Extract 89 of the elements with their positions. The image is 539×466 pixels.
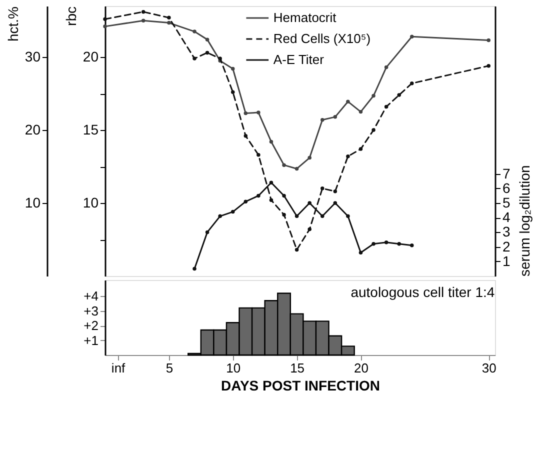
point — [333, 189, 338, 194]
point — [167, 20, 171, 25]
point — [308, 227, 312, 232]
point — [244, 200, 248, 204]
point — [358, 250, 363, 255]
point — [256, 194, 260, 198]
y-tick-label: +3 — [84, 303, 98, 318]
y-tick-label: 20 — [24, 122, 41, 138]
y3-tick-label: 2 — [502, 238, 510, 254]
point — [269, 198, 274, 202]
point — [269, 140, 274, 144]
y3-tick-label: 7 — [502, 165, 510, 182]
point — [308, 201, 312, 205]
point — [410, 81, 414, 86]
y-tick-label: 10 — [24, 194, 41, 211]
y-tick-label: +1 — [84, 332, 98, 348]
y3-tick-label: 6 — [502, 180, 510, 196]
point — [333, 115, 338, 119]
x-tick-label: 5 — [166, 360, 174, 376]
x-tick-label: inf — [111, 360, 126, 376]
point — [231, 90, 235, 94]
point — [346, 214, 350, 218]
point — [269, 180, 274, 184]
legend-label: Hematocrit — [273, 10, 337, 25]
point — [205, 38, 210, 42]
point — [320, 186, 324, 190]
point — [410, 243, 414, 248]
y3-tick-label: 1 — [502, 252, 510, 269]
x-tick-label: 10 — [226, 360, 241, 376]
y-axis-title: hct.% — [4, 6, 21, 42]
point — [192, 266, 196, 271]
point — [282, 163, 286, 167]
point — [218, 214, 222, 218]
point — [205, 50, 210, 55]
y3-axis-title: serum log₂dilution — [516, 165, 532, 276]
point — [192, 30, 196, 34]
y3-tick-label: 5 — [502, 194, 510, 211]
point — [282, 194, 286, 198]
legend-label: Red Cells (X10⁵) — [273, 31, 371, 46]
point — [410, 34, 414, 39]
point — [358, 147, 363, 151]
point — [218, 56, 222, 60]
point — [244, 134, 248, 138]
point — [372, 242, 376, 246]
point — [397, 93, 401, 97]
point — [256, 153, 260, 157]
x-axis-title: DAYS POST INFECTION — [221, 378, 380, 394]
point — [358, 110, 363, 114]
point — [308, 156, 312, 160]
point — [320, 214, 324, 218]
point — [256, 110, 260, 114]
point — [486, 64, 490, 68]
y3-tick-label: 3 — [502, 224, 510, 240]
point — [384, 240, 388, 244]
point — [141, 10, 146, 14]
point — [294, 214, 299, 218]
point — [244, 111, 248, 116]
point — [141, 18, 146, 22]
point — [103, 17, 107, 21]
legend-label: A-E Titer — [273, 52, 325, 67]
point — [231, 210, 235, 214]
point — [167, 16, 171, 20]
point — [294, 166, 299, 171]
point — [205, 230, 210, 234]
annotation: autologous cell titer 1:4 — [350, 284, 495, 300]
y3-tick-label: 4 — [502, 209, 510, 226]
point — [192, 56, 196, 60]
point — [103, 24, 107, 28]
point — [384, 104, 388, 109]
point — [346, 100, 350, 104]
point — [486, 38, 490, 42]
x-tick-label: 20 — [354, 360, 368, 376]
point — [372, 94, 376, 98]
y-tick-label: +4 — [84, 288, 98, 304]
point — [333, 201, 338, 205]
point — [372, 128, 376, 132]
y-tick-label: +2 — [84, 318, 98, 334]
point — [282, 212, 286, 217]
point — [294, 248, 299, 252]
y2-axis-title: rbc — [62, 6, 79, 26]
point — [320, 118, 324, 122]
y2-tick-label: 15 — [82, 122, 99, 138]
x-tick-label: 15 — [290, 360, 305, 376]
x-tick-label: 30 — [482, 360, 496, 376]
point — [397, 242, 401, 246]
point — [384, 65, 388, 70]
point — [231, 66, 235, 71]
point — [346, 154, 350, 158]
y-tick-label: 30 — [24, 48, 41, 65]
